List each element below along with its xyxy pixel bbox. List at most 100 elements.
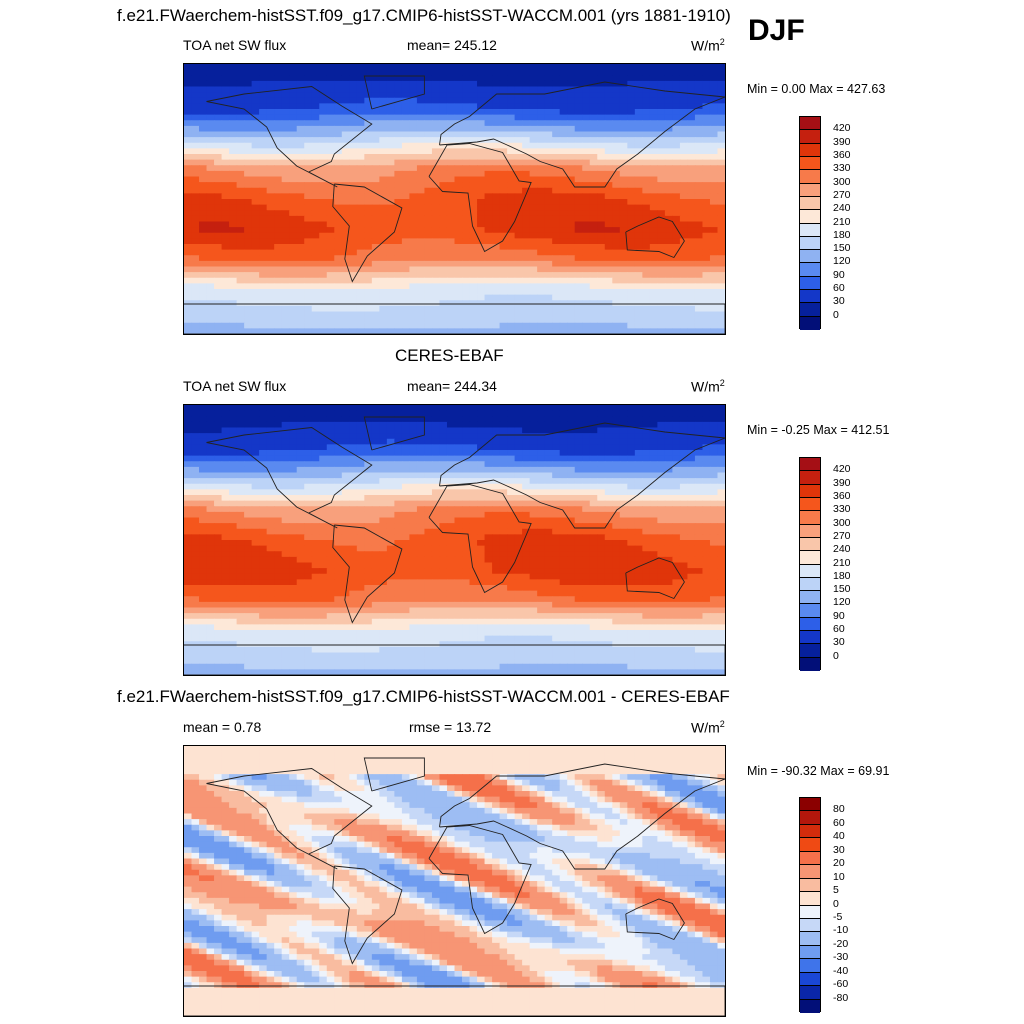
colorbar-tick-label: 360 (833, 489, 851, 502)
colorbar-tick-label: 330 (833, 503, 851, 516)
colorbar-swatch (800, 156, 820, 171)
colorbar-swatch (800, 865, 820, 879)
colorbar-tick-label: 60 (833, 282, 845, 295)
colorbar-swatch (800, 290, 820, 304)
colorbar-swatch (800, 170, 820, 184)
panel-mean-label: mean= 245.12 (407, 37, 497, 53)
colorbar-swatch (800, 236, 820, 251)
colorbar-swatch (800, 999, 820, 1013)
colorbar-swatch (800, 537, 820, 552)
colorbar-swatch (800, 986, 820, 1000)
colorbar-tick-label: 420 (833, 122, 851, 135)
colorbar-swatch (800, 524, 820, 538)
colorbar-swatch (800, 497, 820, 512)
colorbar-tick-label: -5 (833, 910, 843, 923)
colorbar-tick-label: 180 (833, 569, 851, 582)
colorbar-swatch (800, 117, 820, 131)
colorbar-tick-label: 20 (833, 857, 845, 870)
panel-variable-label: TOA net SW flux (183, 378, 287, 394)
colorbar-swatch (800, 551, 820, 565)
figure-title: f.e21.FWaerchem-histSST.f09_g17.CMIP6-hi… (117, 6, 731, 25)
colorbar-swatch (800, 196, 820, 211)
colorbar-tick-label: 30 (833, 843, 845, 856)
colorbar-swatch (800, 263, 820, 277)
colorbar-swatch (800, 905, 820, 919)
colorbar-tick-label: 150 (833, 583, 851, 596)
colorbar-tick-label: 60 (833, 623, 845, 636)
colorbar-swatch (800, 316, 820, 330)
colorbar-swatch (800, 564, 820, 578)
panel-title-obs: CERES-EBAF (395, 346, 504, 365)
colorbar-tick-label: 30 (833, 636, 845, 649)
colorbar-swatch (800, 932, 820, 946)
colorbar-swatch (800, 972, 820, 987)
colorbar-tick-label: 80 (833, 803, 845, 816)
colorbar-tick-label: 60 (833, 816, 845, 829)
colorbar-swatch (800, 657, 820, 671)
colorbar-swatch (800, 878, 820, 893)
colorbar-swatch (800, 303, 820, 317)
map-difference (183, 745, 726, 1017)
colorbar-tick-label: -10 (833, 924, 849, 937)
colorbar-swatch (800, 644, 820, 658)
colorbar-swatch (800, 484, 820, 498)
colorbar-model (799, 116, 821, 330)
colorbar-tick-label: 120 (833, 255, 851, 268)
colorbar-swatch (800, 945, 820, 960)
panel-minmax-label: Min = -90.32 Max = 69.91 (747, 764, 890, 778)
colorbar-swatch (800, 631, 820, 645)
colorbar-tick-label: -30 (833, 951, 849, 964)
colorbar-tick-label: 30 (833, 295, 845, 308)
colorbar-tick-label: 210 (833, 215, 851, 228)
season-label: DJF (748, 14, 805, 47)
colorbar-obs (799, 457, 821, 671)
colorbar-swatch (800, 183, 820, 197)
panel-mean-label: mean= 244.34 (407, 378, 497, 394)
colorbar-tick-label: 0 (833, 649, 839, 662)
colorbar-swatch (800, 471, 820, 485)
colorbar-swatch (800, 250, 820, 264)
map-ceres-toa-sw (183, 404, 726, 676)
map-model-toa-sw (183, 63, 726, 335)
colorbar-tick-label: 390 (833, 476, 851, 489)
colorbar-swatch (800, 892, 820, 906)
colorbar-tick-label: 240 (833, 202, 851, 215)
colorbar-swatch (800, 604, 820, 618)
panel-minmax-label: Min = 0.00 Max = 427.63 (747, 82, 886, 96)
colorbar-swatch (800, 458, 820, 472)
colorbar-tick-label: 210 (833, 556, 851, 569)
colorbar-tick-label: 420 (833, 463, 851, 476)
colorbar-tick-label: -80 (833, 991, 849, 1004)
panel-title-diff: f.e21.FWaerchem-histSST.f09_g17.CMIP6-hi… (117, 687, 730, 706)
panel-minmax-label: Min = -0.25 Max = 412.51 (747, 423, 890, 437)
colorbar-tick-label: 390 (833, 135, 851, 148)
panel-units-label: W/m2 (691, 719, 725, 736)
panel-variable-label: TOA net SW flux (183, 37, 287, 53)
colorbar-swatch (800, 617, 820, 632)
colorbar-diff (799, 797, 821, 1013)
panel-units-label: W/m2 (691, 37, 725, 54)
colorbar-swatch (800, 851, 820, 866)
colorbar-tick-label: 150 (833, 242, 851, 255)
colorbar-tick-label: -60 (833, 978, 849, 991)
colorbar-tick-label: -40 (833, 964, 849, 977)
colorbar-tick-label: 0 (833, 897, 839, 910)
colorbar-swatch (800, 210, 820, 224)
colorbar-swatch (800, 824, 820, 839)
colorbar-swatch (800, 838, 820, 852)
colorbar-swatch (800, 798, 820, 812)
panel-rmse-label: rmse = 13.72 (409, 719, 492, 735)
colorbar-swatch (800, 511, 820, 525)
colorbar-tick-label: 300 (833, 175, 851, 188)
panel-units-label: W/m2 (691, 378, 725, 395)
colorbar-tick-label: -20 (833, 937, 849, 950)
colorbar-tick-label: 90 (833, 609, 845, 622)
colorbar-tick-label: 120 (833, 596, 851, 609)
colorbar-swatch (800, 811, 820, 825)
colorbar-swatch (800, 276, 820, 291)
colorbar-tick-label: 90 (833, 268, 845, 281)
colorbar-swatch (800, 959, 820, 973)
colorbar-swatch (800, 143, 820, 157)
colorbar-tick-label: 10 (833, 870, 845, 883)
colorbar-swatch (800, 130, 820, 144)
